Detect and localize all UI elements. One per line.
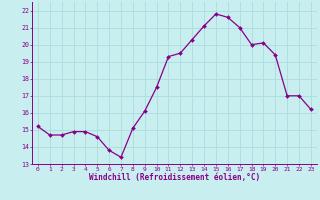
X-axis label: Windchill (Refroidissement éolien,°C): Windchill (Refroidissement éolien,°C): [89, 173, 260, 182]
